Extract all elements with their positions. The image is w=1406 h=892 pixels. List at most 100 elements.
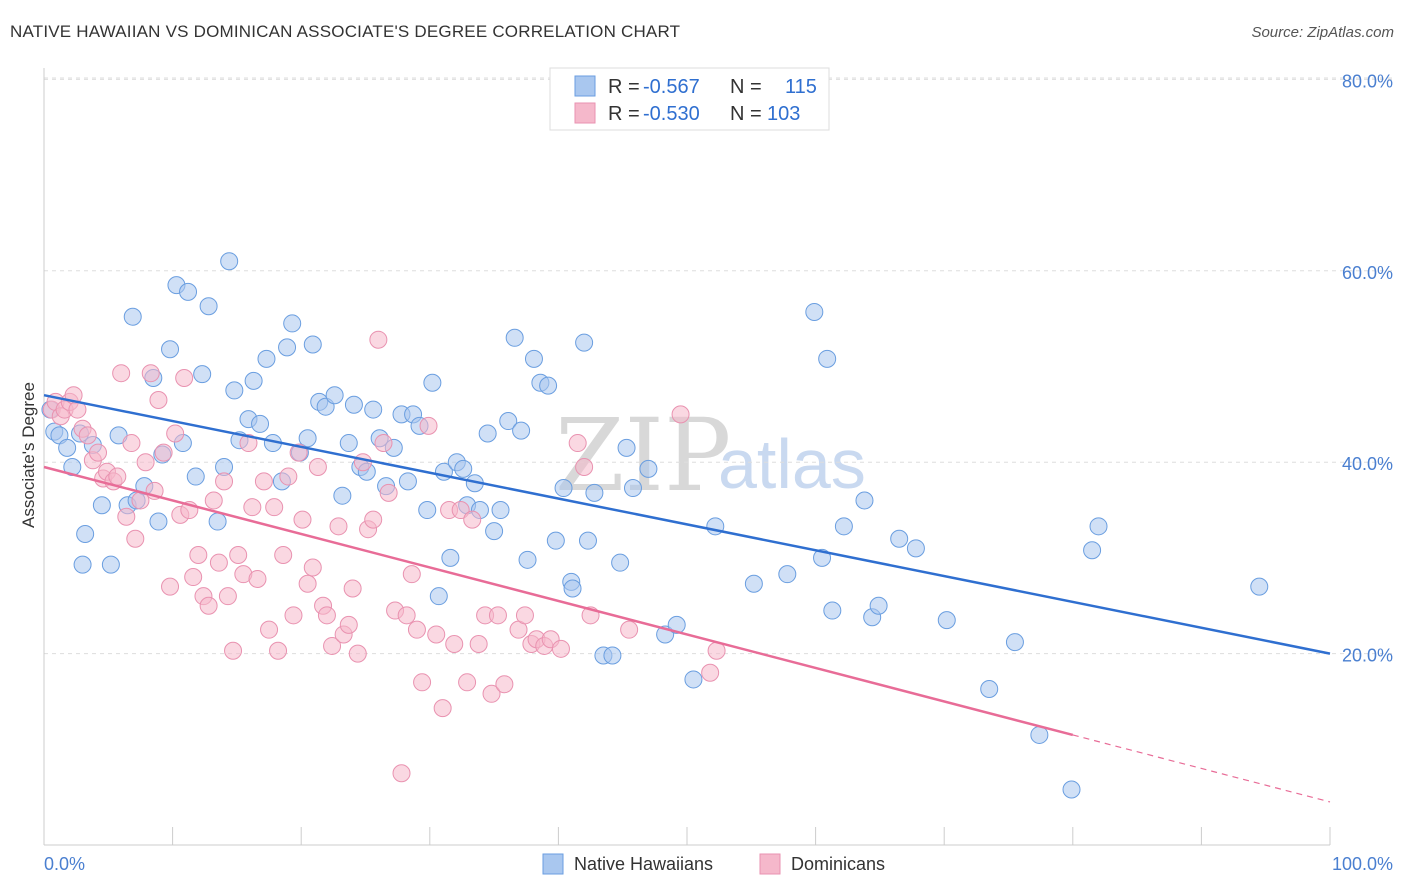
scatter-point	[823, 601, 842, 620]
scatter-point	[257, 349, 276, 368]
series-dominicans	[42, 330, 726, 783]
bottom-legend-label-dominicans: Dominicans	[791, 854, 885, 874]
scatter-point	[578, 531, 597, 550]
scatter-point	[179, 282, 198, 301]
scatter-point	[805, 302, 824, 321]
scatter-point	[423, 373, 442, 392]
y-tick-label: 40.0%	[1342, 454, 1393, 474]
chart-title: NATIVE HAWAIIAN VS DOMINICAN ASSOCIATE'S…	[10, 22, 681, 41]
scatter-point	[603, 646, 622, 665]
legend-swatch-dominicans	[574, 102, 596, 124]
scatter-point	[112, 364, 131, 383]
scatter-point	[274, 546, 293, 565]
scatter-point	[122, 434, 141, 453]
scatter-point	[293, 510, 312, 529]
scatter-point	[515, 606, 534, 625]
scatter-point	[186, 467, 205, 486]
scatter-point	[778, 565, 797, 584]
scatter-point	[317, 606, 336, 625]
y-tick-label: 80.0%	[1342, 71, 1393, 91]
trend-line-extension	[1072, 734, 1331, 803]
scatter-point	[478, 424, 497, 443]
scatter-point	[379, 483, 398, 502]
scatter-point	[495, 675, 514, 694]
legend-n-label: N =	[730, 76, 762, 98]
scatter-point	[441, 548, 460, 567]
scatter-point	[546, 531, 565, 550]
scatter-point	[193, 365, 212, 384]
scatter-point	[701, 663, 720, 682]
scatter-point	[220, 252, 239, 271]
scatter-point	[149, 512, 168, 531]
scatter-point	[890, 529, 909, 548]
source-credit: Source: ZipAtlas.com	[1251, 24, 1394, 41]
scatter-point	[161, 577, 180, 596]
legend-r-value: -0.530	[643, 103, 700, 125]
scatter-point	[149, 390, 168, 409]
scatter-point	[269, 641, 288, 660]
scatter-point	[248, 569, 267, 588]
scatter-point	[78, 426, 97, 445]
scatter-point	[73, 555, 92, 574]
scatter-point	[92, 496, 111, 515]
series-native-hawaiians	[41, 252, 1269, 799]
scatter-point	[199, 297, 218, 316]
scatter-point	[260, 620, 279, 639]
trend-line	[43, 393, 1331, 655]
scatter-point	[667, 615, 686, 634]
trend-lines	[43, 393, 1331, 803]
scatter-point	[429, 587, 448, 606]
scatter-point	[563, 579, 582, 598]
scatter-point	[154, 443, 173, 462]
scatter-point	[184, 568, 203, 587]
scatter-point	[568, 434, 587, 453]
scatter-point	[418, 501, 437, 520]
scatter-point	[166, 424, 185, 443]
legend: R = -0.567 N = 115 R = -0.530 N = 103	[549, 67, 830, 131]
y-tick-label: 60.0%	[1342, 263, 1393, 283]
trend-line	[43, 465, 1074, 737]
scatter-point	[298, 574, 317, 593]
scatter-point	[58, 438, 77, 457]
scatter-point	[239, 434, 258, 453]
bottom-legend-swatch-native-hawaiians	[542, 853, 564, 875]
scatter-point	[491, 501, 510, 520]
scatter-point	[89, 443, 108, 462]
scatter-point	[469, 635, 488, 654]
scatter-point	[551, 639, 570, 658]
legend-swatch-native-hawaiians	[574, 75, 596, 97]
scatter-point	[617, 438, 636, 457]
scatter-point	[488, 606, 507, 625]
scatter-point	[639, 459, 658, 478]
scatter-point	[427, 625, 446, 644]
scatter-point	[283, 314, 302, 333]
scatter-point	[433, 699, 452, 718]
scatter-point	[445, 635, 464, 654]
scatter-point	[1250, 577, 1269, 596]
legend-box	[549, 67, 830, 131]
scatter-point	[244, 371, 263, 390]
scatter-point	[339, 615, 358, 634]
x-tick-label-max: 100.0%	[1332, 854, 1393, 874]
scatter-point	[136, 453, 155, 472]
scatter-point	[505, 328, 524, 347]
scatter-point	[575, 333, 594, 352]
scatter-point	[623, 479, 642, 498]
scatter-point	[284, 606, 303, 625]
scatter-point	[524, 349, 543, 368]
scatter-point	[278, 338, 297, 357]
legend-r-label: R =	[608, 76, 640, 98]
scatter-point	[265, 498, 284, 517]
scatter-point	[101, 555, 120, 574]
scatter-point	[254, 472, 273, 491]
scatter-point	[855, 491, 874, 510]
scatter-point	[398, 472, 417, 491]
scatter-point	[482, 684, 501, 703]
scatter-point	[343, 579, 362, 598]
scatter-point	[209, 553, 228, 572]
legend-n-value: 103	[767, 103, 800, 125]
scatter-point	[251, 414, 270, 433]
scatter-point	[199, 596, 218, 615]
scatter-point	[485, 522, 504, 541]
